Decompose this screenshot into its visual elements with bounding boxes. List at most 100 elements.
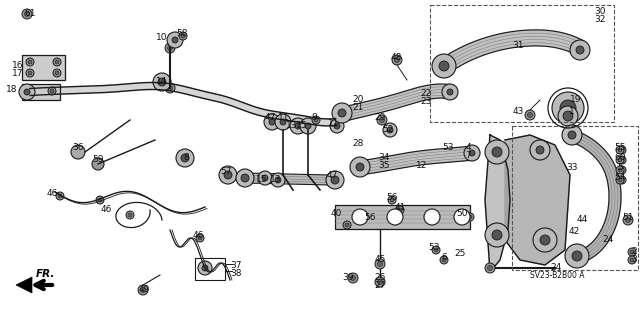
- Text: 19: 19: [570, 95, 582, 105]
- Text: 8: 8: [183, 153, 189, 162]
- Text: 27: 27: [374, 281, 386, 291]
- Text: 33: 33: [566, 164, 578, 173]
- Circle shape: [618, 176, 626, 184]
- Circle shape: [241, 174, 249, 182]
- Circle shape: [98, 198, 102, 202]
- Circle shape: [630, 258, 634, 262]
- Circle shape: [202, 265, 208, 271]
- Text: 55: 55: [614, 144, 626, 152]
- Text: 6: 6: [441, 254, 447, 263]
- Circle shape: [300, 118, 316, 134]
- Text: 53: 53: [428, 243, 440, 253]
- Circle shape: [269, 119, 275, 125]
- Circle shape: [326, 171, 344, 189]
- Text: 45: 45: [374, 256, 386, 264]
- Text: 53: 53: [442, 144, 454, 152]
- Text: 14: 14: [156, 78, 168, 86]
- Circle shape: [356, 163, 364, 171]
- Text: 29: 29: [374, 114, 386, 122]
- Circle shape: [620, 168, 624, 172]
- Circle shape: [618, 178, 622, 182]
- Circle shape: [536, 146, 544, 154]
- Text: 9: 9: [311, 114, 317, 122]
- Circle shape: [620, 148, 624, 152]
- Circle shape: [305, 123, 311, 129]
- Circle shape: [55, 60, 59, 64]
- Circle shape: [618, 146, 626, 154]
- Circle shape: [26, 69, 34, 77]
- Circle shape: [141, 287, 145, 293]
- Circle shape: [280, 119, 286, 125]
- Circle shape: [387, 209, 403, 225]
- Circle shape: [48, 87, 56, 95]
- Polygon shape: [339, 84, 453, 122]
- Circle shape: [558, 106, 578, 126]
- Circle shape: [181, 154, 189, 162]
- Circle shape: [464, 145, 480, 161]
- Polygon shape: [568, 129, 621, 264]
- Circle shape: [563, 111, 573, 121]
- Circle shape: [345, 223, 349, 227]
- Text: 23: 23: [420, 98, 432, 107]
- Circle shape: [380, 117, 385, 122]
- Text: 22: 22: [420, 90, 431, 99]
- Circle shape: [439, 61, 449, 71]
- Circle shape: [176, 149, 194, 167]
- Circle shape: [153, 73, 171, 91]
- Text: 24: 24: [550, 263, 562, 272]
- Circle shape: [618, 158, 622, 162]
- Text: 1: 1: [569, 108, 575, 116]
- Circle shape: [628, 248, 636, 256]
- Circle shape: [620, 178, 624, 182]
- Circle shape: [442, 258, 446, 262]
- Text: 2: 2: [631, 248, 637, 256]
- Text: 41: 41: [394, 204, 406, 212]
- Text: 48: 48: [390, 54, 402, 63]
- Circle shape: [485, 263, 495, 273]
- Bar: [430, 5, 614, 122]
- Text: 36: 36: [72, 144, 84, 152]
- Text: 4: 4: [465, 144, 471, 152]
- Text: 16: 16: [12, 61, 24, 70]
- Text: 7: 7: [465, 152, 471, 160]
- Circle shape: [351, 276, 355, 280]
- Circle shape: [562, 125, 582, 145]
- Polygon shape: [22, 84, 60, 100]
- Circle shape: [387, 127, 393, 133]
- Circle shape: [375, 277, 385, 287]
- Text: 58: 58: [176, 29, 188, 39]
- Circle shape: [53, 58, 61, 66]
- Text: 12: 12: [416, 161, 428, 170]
- Circle shape: [468, 215, 472, 219]
- Text: 11: 11: [278, 114, 290, 122]
- Circle shape: [198, 236, 202, 240]
- Circle shape: [378, 279, 383, 285]
- Circle shape: [434, 248, 438, 252]
- Circle shape: [630, 250, 634, 254]
- Circle shape: [527, 113, 532, 117]
- Circle shape: [28, 89, 32, 93]
- Circle shape: [424, 209, 440, 225]
- Circle shape: [28, 60, 32, 64]
- Bar: [512, 126, 638, 270]
- Circle shape: [28, 71, 32, 75]
- Circle shape: [348, 273, 358, 283]
- Text: 17: 17: [12, 69, 24, 78]
- Text: 24: 24: [602, 235, 614, 244]
- Text: 3: 3: [631, 256, 637, 264]
- Circle shape: [568, 131, 576, 139]
- Text: 46: 46: [192, 232, 204, 241]
- Circle shape: [181, 34, 185, 38]
- Circle shape: [560, 100, 576, 116]
- Text: 10: 10: [156, 33, 168, 42]
- Circle shape: [565, 244, 589, 268]
- Text: 30: 30: [595, 8, 605, 17]
- Circle shape: [530, 140, 550, 160]
- Circle shape: [22, 9, 32, 19]
- Circle shape: [394, 57, 399, 63]
- Text: 34: 34: [378, 153, 390, 162]
- Circle shape: [126, 211, 134, 219]
- Text: 44: 44: [577, 216, 588, 225]
- Circle shape: [55, 71, 59, 75]
- Circle shape: [168, 85, 173, 91]
